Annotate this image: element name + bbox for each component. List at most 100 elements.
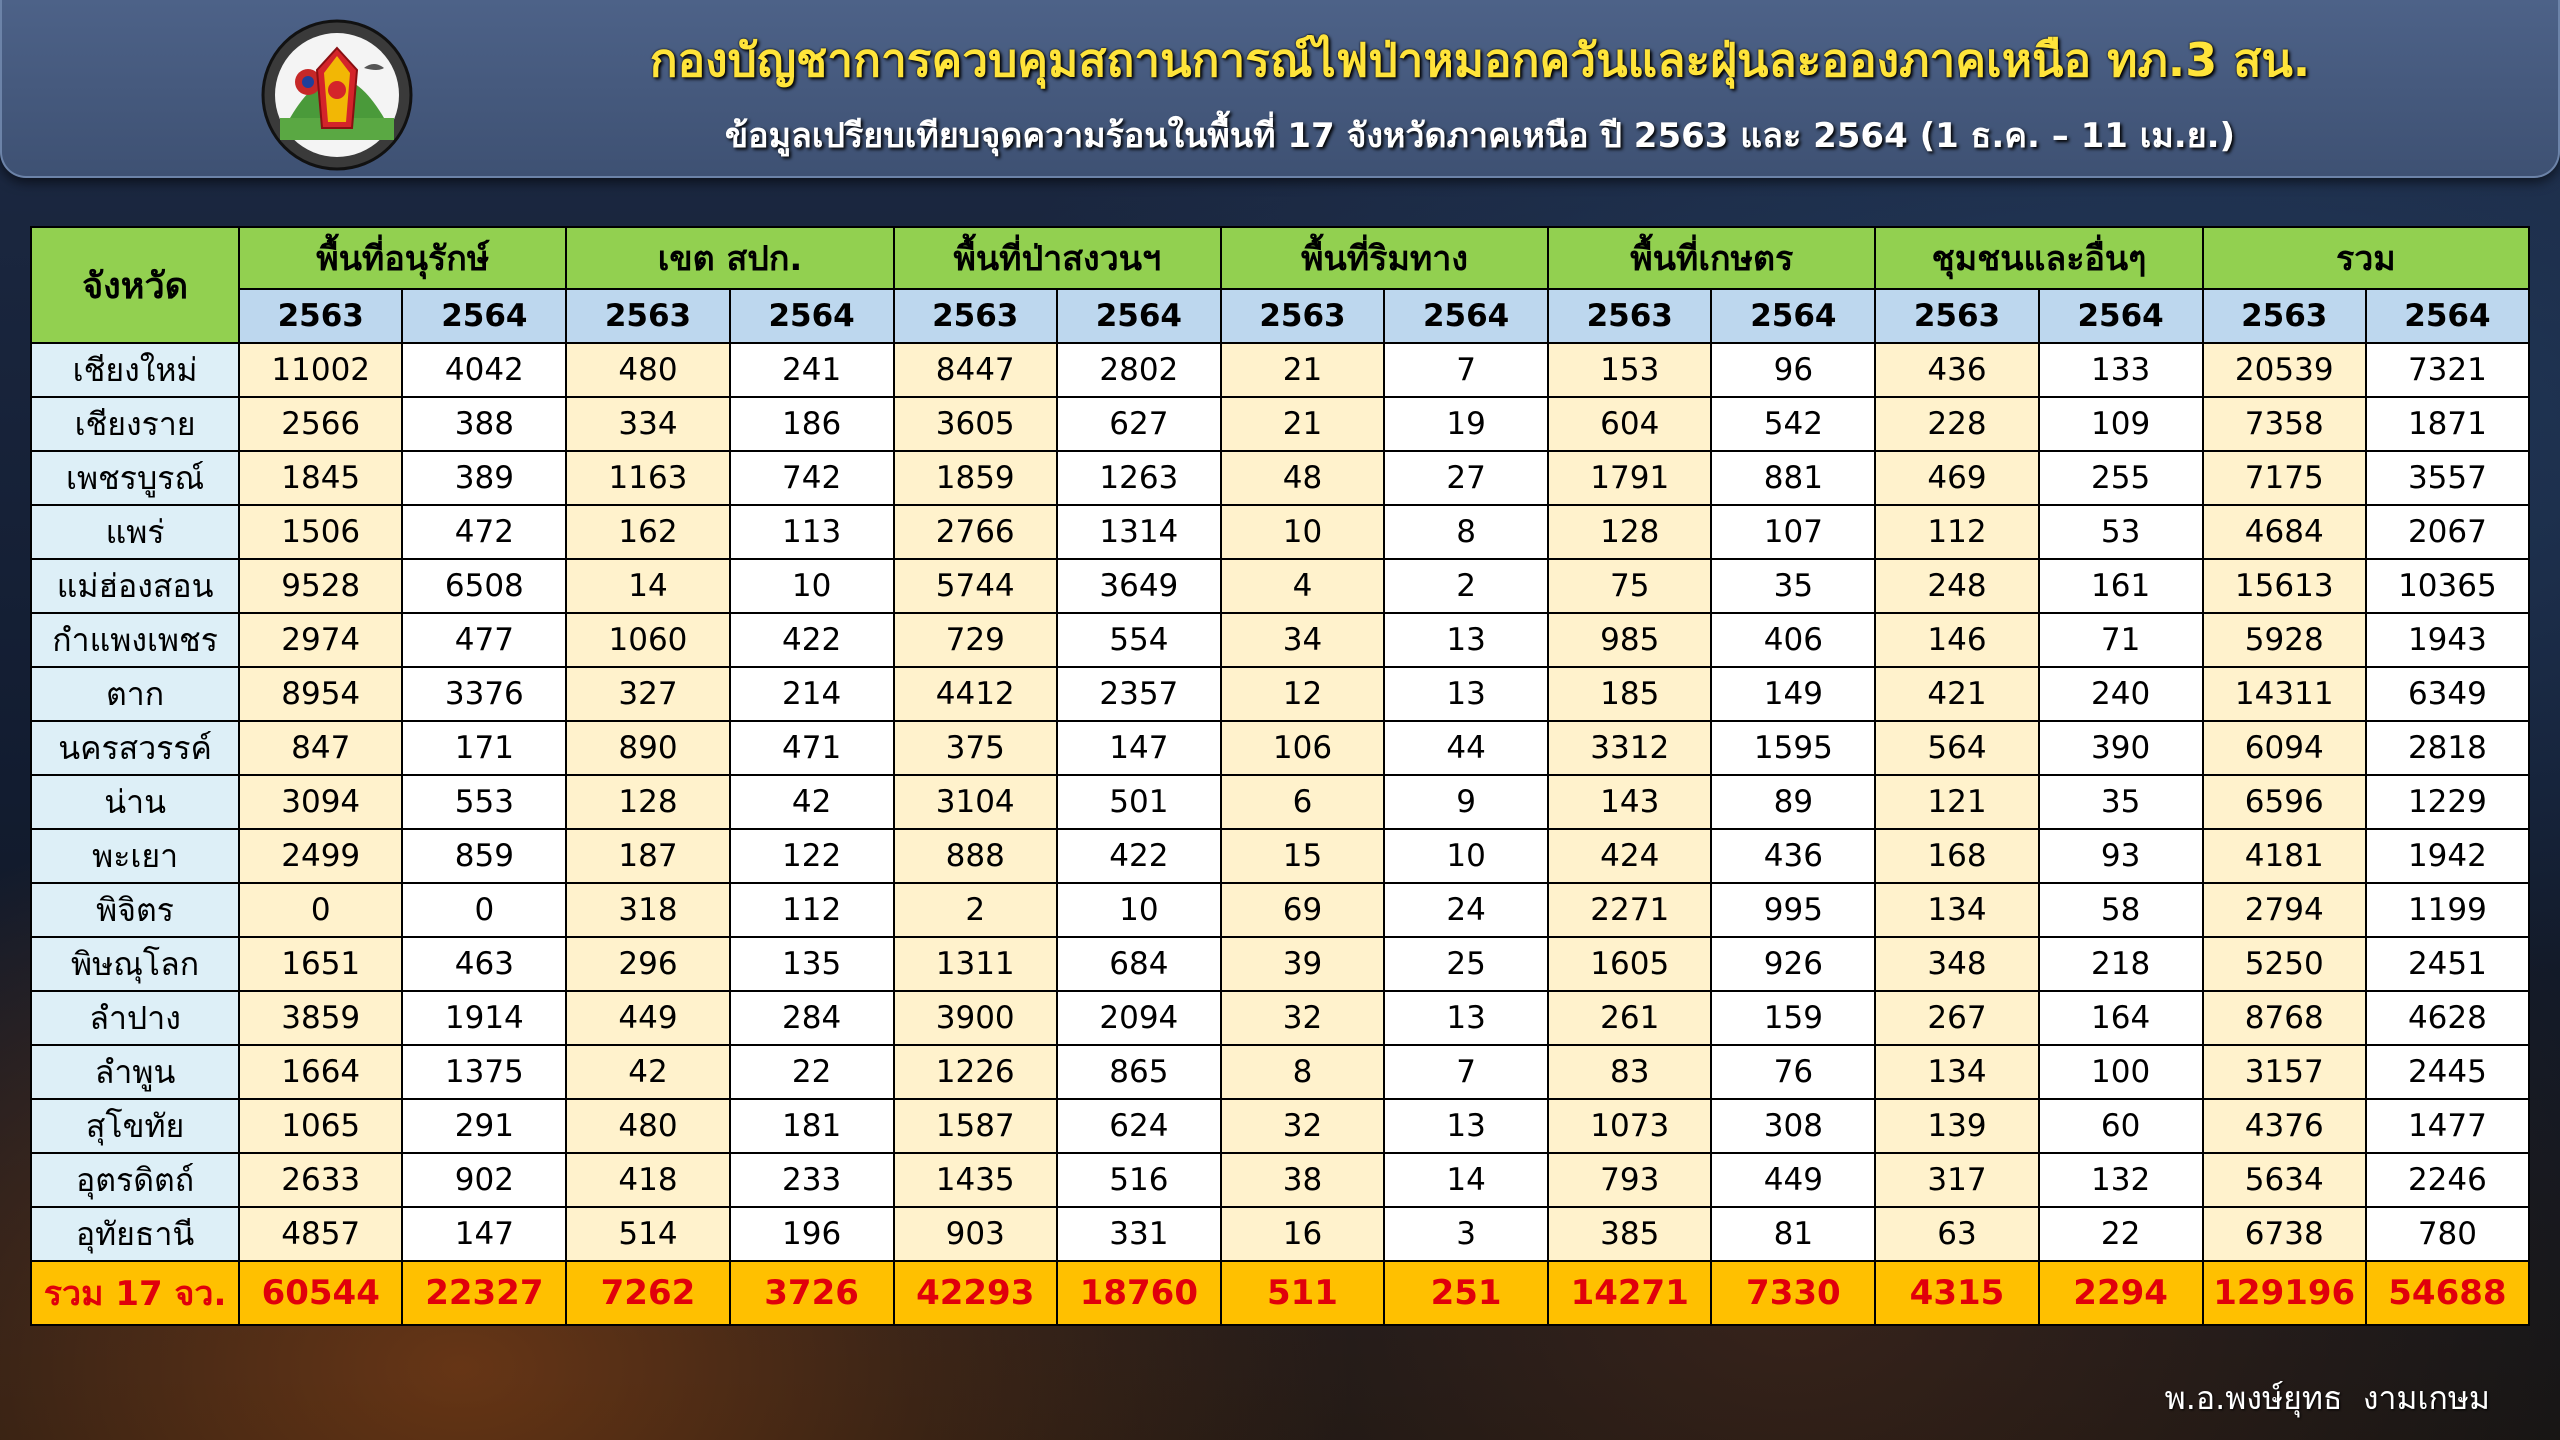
hotspot-count-cell: 2094 bbox=[1055, 990, 1222, 1046]
hotspot-count-cell: 327 bbox=[565, 666, 731, 722]
year-header-row: 2563 2564 2563 2564 2563 2564 2563 2564 2563 2564… bbox=[31, 288, 2531, 344]
hotspot-count-cell: 2357 bbox=[1055, 666, 1222, 722]
hotspot-count-cell: 3157 bbox=[2201, 1044, 2367, 1100]
hotspot-count-cell: 135 bbox=[728, 936, 895, 992]
hotspot-count-cell: 53 bbox=[2037, 504, 2204, 560]
hotspot-count-cell: 35 bbox=[2037, 774, 2204, 830]
hotspot-count-cell: 13 bbox=[1383, 990, 1550, 1046]
table-row: เพชรบูรณ์ 1845 389 1163 742 1859 1263 48 27 1791 8… bbox=[29, 450, 2531, 506]
table-row: อุทัยธานี 4857 147 514 196 903 331 16 3 385 81 63 22… bbox=[29, 1206, 2531, 1262]
hotspot-count-cell: 604 bbox=[1547, 396, 1713, 452]
hotspot-count-cell: 1477 bbox=[2364, 1098, 2531, 1154]
hotspot-count-cell: 13 bbox=[1383, 612, 1550, 668]
hotspot-count-cell: 1226 bbox=[892, 1044, 1058, 1100]
hotspot-count-cell: 2566 bbox=[238, 396, 404, 452]
hotspot-count-cell: 742 bbox=[728, 450, 895, 506]
year-header: 2564 bbox=[2037, 288, 2204, 344]
hotspot-count-cell: 390 bbox=[2037, 720, 2204, 776]
hotspot-count-cell: 10 bbox=[728, 558, 895, 614]
hotspot-count-cell: 112 bbox=[728, 882, 895, 938]
hotspot-count-cell: 15 bbox=[1219, 828, 1386, 884]
hotspot-count-cell: 1506 bbox=[238, 504, 404, 560]
group-header: พื้นที่ป่าสงวนฯ bbox=[892, 226, 1222, 290]
hotspot-count-cell: 8447 bbox=[892, 342, 1058, 398]
hotspot-count-cell: 161 bbox=[2037, 558, 2204, 614]
hotspot-count-cell: 7175 bbox=[2201, 450, 2367, 506]
hotspot-count-cell: 4857 bbox=[238, 1206, 404, 1262]
year-header: 2563 bbox=[892, 288, 1058, 344]
hotspot-count-cell: 143 bbox=[1547, 774, 1713, 830]
hotspot-count-cell: 89 bbox=[1710, 774, 1877, 830]
hotspot-count-cell: 10365 bbox=[2364, 558, 2531, 614]
hotspot-count-cell: 3312 bbox=[1547, 720, 1713, 776]
table-row: ลำพูน 1664 1375 42 22 1226 865 8 7 83 76 134 100 3157… bbox=[29, 1044, 2531, 1100]
hotspot-count-cell: 34 bbox=[1219, 612, 1386, 668]
hotspot-count-cell: 4181 bbox=[2201, 828, 2367, 884]
table-row: ลำปาง 3859 1914 449 284 3900 2094 32 13 261 159 267… bbox=[29, 990, 2531, 1046]
hotspot-count-cell: 146 bbox=[1874, 612, 2040, 668]
total-label: รวม 17 จว. bbox=[29, 1260, 241, 1326]
hotspot-count-cell: 388 bbox=[401, 396, 568, 452]
province-column-header: จังหวัด bbox=[29, 226, 241, 344]
hotspot-count-cell: 1651 bbox=[238, 936, 404, 992]
group-header-row: จังหวัด พื้นที่อนุรักษ์ เขต สปก. พื้นที่… bbox=[29, 226, 2531, 344]
hotspot-count-cell: 418 bbox=[565, 1152, 731, 1208]
hotspot-count-cell: 35 bbox=[1710, 558, 1877, 614]
year-header: 2564 bbox=[401, 288, 568, 344]
hotspot-count-cell: 902 bbox=[401, 1152, 568, 1208]
hotspot-count-cell: 60544 bbox=[238, 1260, 404, 1326]
hotspot-count-cell: 1199 bbox=[2364, 882, 2531, 938]
hotspot-count-cell: 162 bbox=[565, 504, 731, 560]
hotspot-count-cell: 6596 bbox=[2201, 774, 2367, 830]
hotspot-count-cell: 449 bbox=[565, 990, 731, 1046]
hotspot-comparison-table: จังหวัด พื้นที่อนุรักษ์ เขต สปก. พื้นที่… bbox=[29, 226, 2531, 1326]
hotspot-count-cell: 19 bbox=[1383, 396, 1550, 452]
hotspot-count-cell: 8954 bbox=[238, 666, 404, 722]
hotspot-count-cell: 542 bbox=[1710, 396, 1877, 452]
hotspot-count-cell: 472 bbox=[401, 504, 568, 560]
hotspot-count-cell: 5250 bbox=[2201, 936, 2367, 992]
hotspot-count-cell: 233 bbox=[728, 1152, 895, 1208]
hotspot-count-cell: 514 bbox=[565, 1206, 731, 1262]
hotspot-count-cell: 564 bbox=[1874, 720, 2040, 776]
hotspot-count-cell: 42 bbox=[728, 774, 895, 830]
hotspot-count-cell: 71 bbox=[2037, 612, 2204, 668]
hotspot-count-cell: 251 bbox=[1383, 1260, 1550, 1326]
hotspot-count-cell: 112 bbox=[1874, 504, 2040, 560]
province-name: ตาก bbox=[29, 666, 241, 722]
province-name: ลำพูน bbox=[29, 1044, 241, 1100]
hotspot-count-cell: 54688 bbox=[2364, 1260, 2531, 1326]
hotspot-count-cell: 554 bbox=[1055, 612, 1222, 668]
province-name: สุโขทัย bbox=[29, 1098, 241, 1154]
hotspot-count-cell: 63 bbox=[1874, 1206, 2040, 1262]
hotspot-count-cell: 248 bbox=[1874, 558, 2040, 614]
table-row: สุโขทัย 1065 291 480 181 1587 624 32 13 1073 308 13… bbox=[29, 1098, 2531, 1154]
hotspot-count-cell: 1060 bbox=[565, 612, 731, 668]
hotspot-count-cell: 7262 bbox=[565, 1260, 731, 1326]
hotspot-count-cell: 2633 bbox=[238, 1152, 404, 1208]
hotspot-count-cell: 25 bbox=[1383, 936, 1550, 992]
hotspot-count-cell: 3900 bbox=[892, 990, 1058, 1046]
hotspot-count-cell: 3376 bbox=[401, 666, 568, 722]
hotspot-count-cell: 147 bbox=[401, 1206, 568, 1262]
hotspot-count-cell: 48 bbox=[1219, 450, 1386, 506]
hotspot-count-cell: 8 bbox=[1383, 504, 1550, 560]
hotspot-count-cell: 2 bbox=[892, 882, 1058, 938]
hotspot-count-cell: 284 bbox=[728, 990, 895, 1046]
province-name: อุทัยธานี bbox=[29, 1206, 241, 1262]
province-name: กำแพงเพชร bbox=[29, 612, 241, 668]
year-header: 2564 bbox=[728, 288, 895, 344]
table-body: เชียงใหม่ 11002 4042 480 241 8447 2802 21 7 153 96… bbox=[29, 342, 2531, 1326]
hotspot-count-cell: 4684 bbox=[2201, 504, 2367, 560]
province-name: แพร่ bbox=[29, 504, 241, 560]
year-header: 2564 bbox=[1055, 288, 1222, 344]
hotspot-count-cell: 121 bbox=[1874, 774, 2040, 830]
group-header: รวม bbox=[2201, 226, 2531, 290]
hotspot-count-cell: 3094 bbox=[238, 774, 404, 830]
table-row: พิษณุโลก 1651 463 296 135 1311 684 39 25 1605 926 3… bbox=[29, 936, 2531, 992]
province-name: พิษณุโลก bbox=[29, 936, 241, 992]
hotspot-count-cell: 3605 bbox=[892, 396, 1058, 452]
province-name: อุตรดิตถ์ bbox=[29, 1152, 241, 1208]
hotspot-count-cell: 3 bbox=[1383, 1206, 1550, 1262]
hotspot-count-cell: 14 bbox=[565, 558, 731, 614]
